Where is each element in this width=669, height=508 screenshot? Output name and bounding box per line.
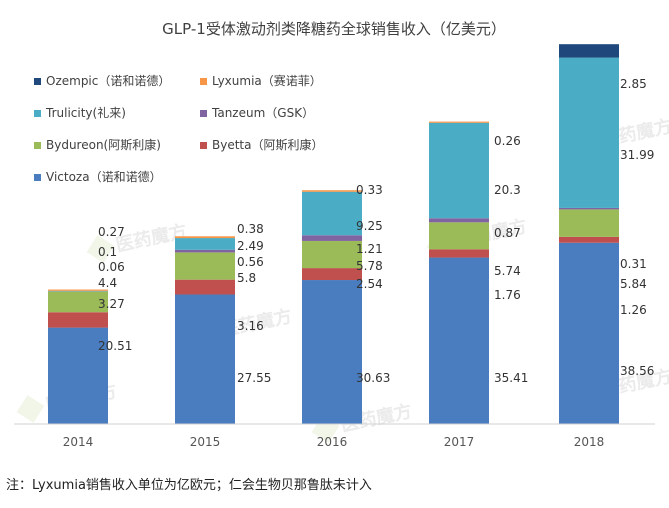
data-label: 5.78	[356, 259, 383, 273]
bar-segment	[175, 238, 235, 250]
bar-segment	[175, 250, 235, 253]
legend-swatch	[34, 174, 41, 181]
data-label: 30.63	[356, 371, 390, 385]
bar-segment	[429, 123, 489, 218]
data-label: 0.27	[98, 225, 125, 239]
data-label: 0.1	[98, 245, 117, 259]
data-label: 0.33	[356, 183, 383, 197]
bar-segment	[175, 295, 235, 424]
footnote: 注：Lyxumia销售收入单位为亿欧元；仁会生物贝那鲁肽未计入	[6, 474, 372, 493]
bar-segment	[175, 280, 235, 295]
x-tick-label: 2018	[574, 435, 605, 449]
bar-segment	[302, 235, 362, 241]
data-label: 9.25	[356, 219, 383, 233]
data-label: 3.27	[98, 297, 125, 311]
data-label: 0.06	[98, 260, 125, 274]
data-label: 1.26	[620, 303, 647, 317]
bar-segment	[302, 190, 362, 192]
data-label: 2.49	[237, 239, 264, 253]
data-label: 5.74	[494, 264, 521, 278]
legend-label: Lyxumia（赛诺菲）	[212, 73, 322, 88]
legend-label: Victoza（诺和诺德）	[46, 169, 162, 184]
bar-segment	[429, 249, 489, 257]
data-label: 0.38	[237, 222, 264, 236]
legend: Ozempic（诺和诺德） Lyxumia（赛诺菲） Trulicity(礼来) Ta…	[34, 73, 323, 184]
legend-swatch	[200, 142, 207, 149]
data-label: 20.51	[98, 339, 132, 353]
legend-label: Tanzeum（GSK）	[211, 106, 314, 120]
x-tick-label: 2015	[190, 435, 221, 449]
data-label: 5.8	[237, 271, 256, 285]
data-label: 1.76	[494, 288, 521, 302]
bar-segment	[429, 218, 489, 222]
data-label: 20.3	[494, 183, 521, 197]
bar-segment	[302, 280, 362, 424]
legend-label: Byetta（阿斯利康）	[212, 137, 323, 152]
legend-label: Trulicity(礼来)	[45, 105, 126, 120]
data-label: 0.31	[620, 257, 647, 271]
legend-swatch	[34, 78, 41, 85]
data-label: 4.4	[98, 276, 117, 290]
bar-segment	[559, 209, 619, 236]
data-label: 5.84	[620, 277, 647, 291]
legend-item: Tanzeum（GSK）	[200, 106, 314, 120]
bar-segment	[48, 312, 108, 327]
data-label: 0.56	[237, 255, 264, 269]
x-tick-label: 2014	[63, 435, 94, 449]
data-label: 2.54	[356, 277, 383, 291]
legend-swatch	[34, 110, 41, 117]
data-label: 35.41	[494, 371, 528, 385]
legend-label: Bydureon(阿斯利康)	[46, 137, 161, 152]
bar-segment	[559, 243, 619, 424]
bar-segment	[175, 236, 235, 238]
chart-title: GLP-1受体激动剂类降糖药全球销售收入（亿美元）	[162, 20, 506, 38]
legend-label: Ozempic（诺和诺德）	[46, 73, 170, 88]
bar-segment	[559, 44, 619, 57]
bar-segment	[559, 208, 619, 209]
bar-segment	[302, 268, 362, 280]
bar-segment	[302, 192, 362, 235]
legend-item: Bydureon(阿斯利康)	[34, 137, 161, 152]
data-label: 3.16	[237, 319, 264, 333]
legend-item: Lyxumia（赛诺菲）	[200, 73, 322, 88]
data-label: 31.99	[620, 148, 654, 162]
bar-segment	[175, 252, 235, 279]
data-label: 1.21	[356, 242, 383, 256]
data-label: 0.87	[494, 226, 521, 240]
x-tick-label: 2016	[317, 435, 348, 449]
x-axis-tick-labels: 2014 2015 2016 2017 2018	[63, 435, 605, 449]
bar-segment	[429, 122, 489, 123]
data-label: 0.26	[494, 134, 521, 148]
bar-segment	[429, 258, 489, 424]
data-label: 27.55	[237, 371, 271, 385]
legend-swatch	[200, 110, 207, 117]
data-label: 38.56	[620, 364, 654, 378]
bar-segment	[429, 222, 489, 249]
bar-segment	[302, 241, 362, 268]
data-label: 2.85	[620, 77, 647, 91]
x-tick-label: 2017	[444, 435, 475, 449]
bar-segment	[559, 58, 619, 208]
bar-segment	[559, 237, 619, 243]
legend-item: Byetta（阿斯利康）	[200, 137, 323, 152]
legend-swatch	[200, 78, 207, 85]
legend-item: Trulicity(礼来)	[34, 105, 126, 120]
legend-item: Ozempic（诺和诺德）	[34, 73, 170, 88]
legend-swatch	[34, 142, 41, 149]
legend-item: Victoza（诺和诺德）	[34, 169, 162, 184]
